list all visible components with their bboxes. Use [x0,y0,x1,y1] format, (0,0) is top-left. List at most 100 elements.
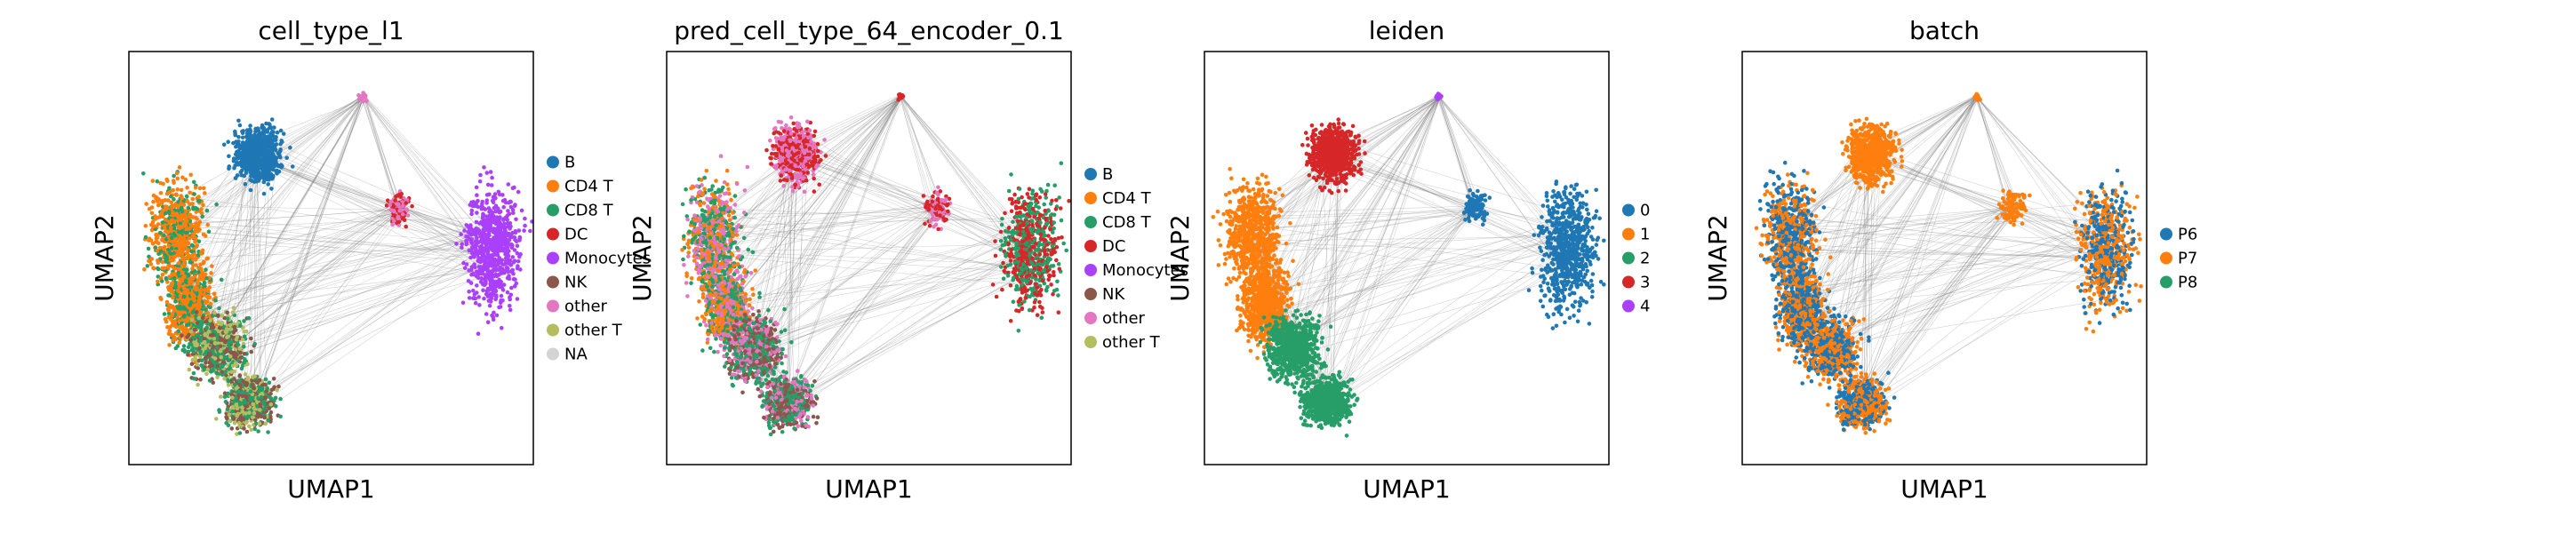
scatter-point [460,300,466,306]
scatter-point [166,311,172,316]
scatter-point [240,135,245,140]
legend-marker [547,155,559,169]
legend-label: DC [564,226,588,244]
scatter-point [460,242,464,247]
scatter-point [276,151,282,155]
scatter-point [278,396,283,402]
scatter-point [184,194,189,199]
scatter-point [823,154,828,158]
scatter-point [215,363,220,369]
scatter-point [489,183,494,187]
scatter-point [278,414,283,419]
scatter-point [228,322,233,328]
scatter-point [147,254,151,259]
scatter-point [189,249,194,254]
scatter-point [498,209,503,214]
scatter-point [186,345,191,350]
scatter-point [196,366,200,370]
scatter-point [250,395,255,401]
scatter-point [235,406,240,411]
scatter-point [221,360,227,364]
scatter-point [822,138,827,142]
scatter-point [191,258,196,262]
scatter-point [495,216,500,221]
scatter-point [250,179,254,183]
scatter-point [173,299,178,304]
scatter-point [485,220,490,225]
scatter-point [224,420,228,426]
scatter-point [812,129,818,134]
scatter-point [275,171,279,176]
scatter-point [247,424,252,429]
scatter-point [484,227,489,233]
scatter-point [269,117,275,122]
scatter-point [187,322,191,327]
scatter-point [252,341,258,346]
scatter-point [216,320,221,325]
scatter-point [159,297,164,302]
scatter-point [258,408,262,412]
scatter-point [253,129,258,134]
scatter-point [189,292,195,297]
scatter-point [217,306,221,311]
scatter-point [274,404,278,409]
scatter-point [508,199,513,204]
scatter-point [171,295,175,300]
scatter-point [166,210,172,214]
scatter-point [178,218,182,222]
scatter-point [199,325,204,330]
scatter-point [488,286,492,290]
scatter-point [206,229,212,235]
scatter-point [484,198,490,203]
scatter-point [252,374,257,378]
scatter-point [232,165,236,171]
scatter-point [812,176,816,181]
scatter-point [519,208,524,213]
scatter-point [194,333,199,338]
scatter-point [508,307,513,313]
panel-title: cell_type_l1 [258,16,404,45]
scatter-point [508,292,514,298]
scatter-point [500,193,505,197]
scatter-point [266,430,270,434]
scatter-point [184,227,189,232]
scatter-point [236,139,241,144]
scatter-point [494,282,499,287]
scatter-point [384,203,389,208]
scatter-point [213,298,218,303]
scatter-point [199,329,204,333]
scatter-point [172,307,177,313]
scatter-point [226,379,231,384]
scatter-point [494,233,499,237]
scatter-point [256,429,260,434]
scatter-point [195,310,199,314]
scatter-point [498,241,502,246]
scatter-point [229,392,235,397]
scatter-point [183,209,188,213]
scatter-point [148,262,154,266]
scatter-point [475,235,479,240]
scatter-point [168,324,172,330]
scatter-point [493,195,498,201]
scatter-point [201,261,206,266]
scatter-point [200,214,204,219]
scatter-point [400,203,405,209]
scatter-point [141,171,146,176]
scatter-point [244,381,250,386]
scatter-point [488,208,492,213]
scatter-point [235,432,239,436]
scatter-point [155,235,160,240]
scatter-point [190,235,196,240]
scatter-point [474,185,479,190]
scatter-point [244,429,250,434]
legend-marker [547,203,559,217]
scatter-point [196,239,202,244]
scatter-point [205,222,210,227]
scatter-point [404,207,409,212]
scatter-point [252,153,256,157]
scatter-point [203,355,208,361]
scatter-point [203,191,207,195]
scatter-point [498,300,503,306]
scatter-point [208,301,213,306]
scatter-point [468,203,473,207]
